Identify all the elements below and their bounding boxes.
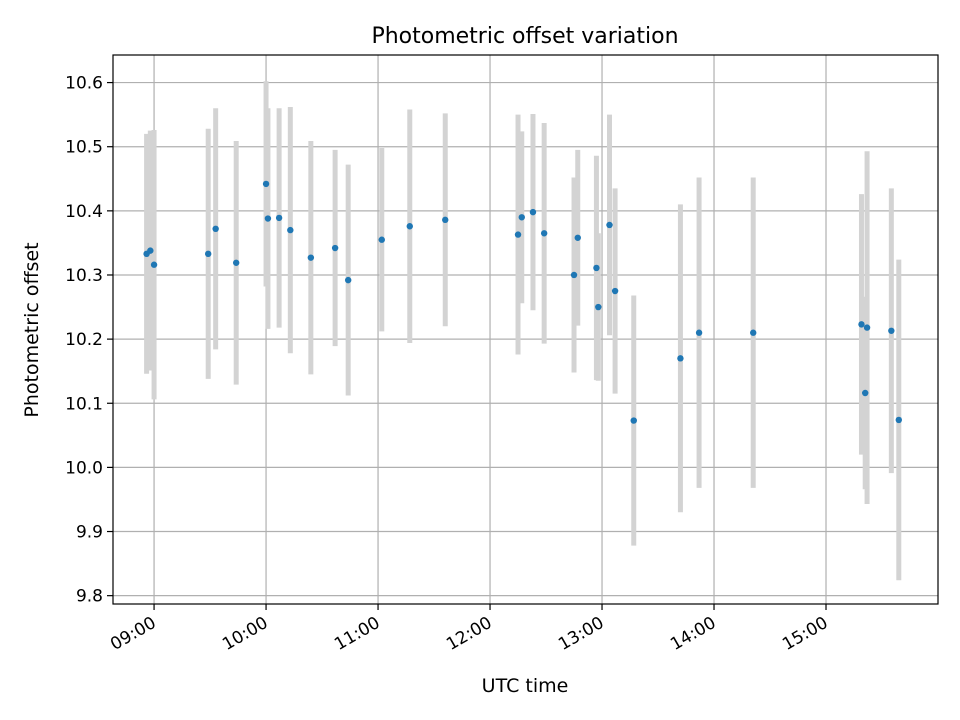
chart-title: Photometric offset variation: [371, 24, 678, 49]
data-point: [677, 355, 684, 362]
data-point: [606, 221, 613, 229]
data-point: [750, 329, 757, 336]
y-axis-label: Photometric offset: [21, 242, 43, 417]
data-point: [888, 327, 895, 334]
data-point: [287, 226, 294, 234]
data-point: [518, 214, 525, 221]
data-point: [147, 247, 154, 254]
data-point: [695, 329, 703, 336]
y-tick-label: 10.4: [65, 202, 103, 222]
y-tick-label: 10.1: [65, 394, 103, 414]
data-point: [264, 215, 272, 222]
data-point: [378, 236, 385, 243]
data-point: [574, 234, 581, 241]
data-point: [212, 225, 219, 233]
y-tick-label: 10.0: [65, 458, 103, 478]
data-point: [307, 254, 315, 261]
grid: [113, 55, 938, 604]
data-point: [232, 259, 240, 266]
y-tick-label: 9.8: [76, 587, 103, 607]
data-point: [895, 416, 903, 424]
data-point: [262, 180, 270, 188]
data-point: [406, 223, 413, 230]
data-point: [630, 417, 637, 424]
data-point: [529, 208, 537, 216]
data-point: [862, 389, 869, 397]
data-points: [143, 180, 903, 424]
x-axis-label: UTC time: [482, 675, 569, 697]
data-point: [150, 261, 158, 268]
y-tick-label: 10.5: [65, 138, 103, 158]
data-point: [595, 303, 602, 311]
data-point: [514, 231, 522, 238]
y-tick-label: 10.6: [65, 74, 103, 94]
data-point: [344, 276, 352, 284]
data-point: [593, 264, 600, 272]
plot-frame: [112, 54, 939, 605]
y-tick-label: 9.9: [76, 523, 103, 543]
data-point: [863, 324, 871, 331]
data-point: [275, 214, 283, 222]
y-tick-label: 10.2: [65, 330, 103, 350]
data-point: [442, 216, 449, 224]
data-point: [611, 287, 619, 295]
y-tick-label: 10.3: [65, 266, 103, 286]
data-point: [331, 244, 339, 252]
data-point: [204, 250, 212, 258]
data-point: [540, 230, 548, 237]
data-point: [570, 271, 578, 279]
y-axis: 9.8 9.9 10.0 10.1 10.2 10.3 10.4 10.5 10.6: [65, 74, 113, 607]
data-point: [858, 321, 865, 328]
